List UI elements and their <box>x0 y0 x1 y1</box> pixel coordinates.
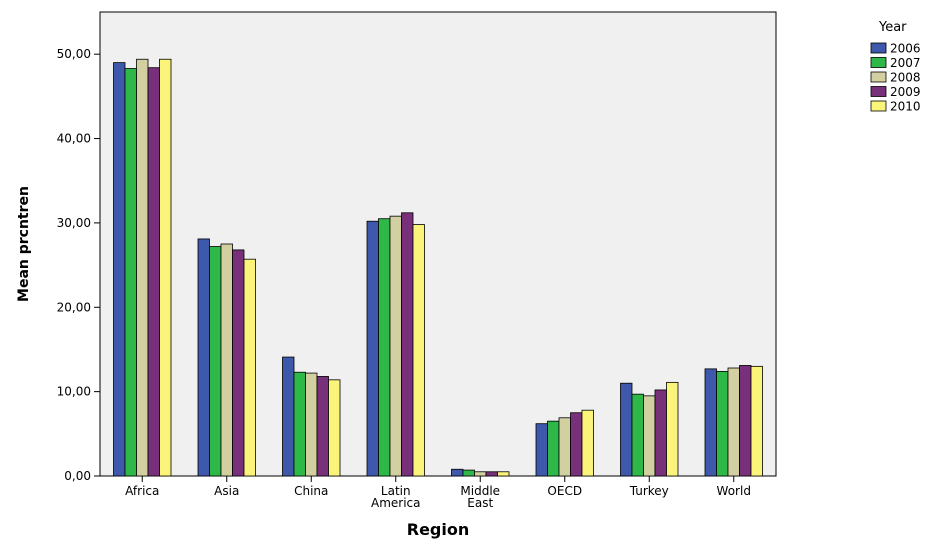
bar-2010 <box>581 409 594 477</box>
bar-2007 <box>462 469 475 477</box>
y-axis: 0,00 10,00 20,00 30,00 40,00 50,00 <box>57 47 100 483</box>
bar-2007 <box>209 246 222 477</box>
y-tick-label: 0,00 <box>64 469 91 483</box>
bar-2008 <box>305 372 318 477</box>
bar-2006 <box>113 62 126 477</box>
y-tick-label: 30,00 <box>57 216 91 230</box>
bar-2009 <box>654 389 667 477</box>
x-tick-label: Africa <box>125 484 159 498</box>
y-tick-label: 50,00 <box>57 47 91 61</box>
bar-2009 <box>316 376 329 477</box>
y-tick-label: 40,00 <box>57 132 91 146</box>
bar-2007 <box>547 420 560 477</box>
bar-2008 <box>220 243 233 477</box>
x-tick-label: China <box>294 484 328 498</box>
y-tick-label: 10,00 <box>57 385 91 399</box>
bar-2006 <box>451 468 464 477</box>
legend-label: 2008 <box>890 71 921 85</box>
bar-2008 <box>643 395 656 477</box>
legend-label: 2009 <box>890 85 921 99</box>
bar-2010 <box>243 258 256 477</box>
x-tick-label: OECD <box>547 484 582 498</box>
bar-2009 <box>147 67 160 477</box>
x-tick-label: Asia <box>214 484 239 498</box>
legend-swatch-2010 <box>870 100 887 112</box>
bar-2008 <box>474 471 487 477</box>
bar-2007 <box>716 370 729 477</box>
x-tick-label: Latin <box>381 484 411 498</box>
bar-2008 <box>558 417 571 477</box>
bar-2006 <box>704 368 717 477</box>
bar-2009 <box>739 365 752 477</box>
legend-swatch-2006 <box>870 42 887 54</box>
bar-2006 <box>620 382 633 477</box>
legend-swatch-2008 <box>870 71 887 83</box>
bar-2006 <box>366 220 379 477</box>
x-tick-label: World <box>717 484 751 498</box>
x-tick-label: East <box>467 496 493 510</box>
bar-2010 <box>412 224 425 477</box>
legend-label: 2006 <box>890 42 921 56</box>
x-tick-label: Middle <box>460 484 500 498</box>
bar-2006 <box>197 238 210 477</box>
bar-2006 <box>282 356 295 477</box>
legend-title: Year <box>878 20 907 35</box>
legend-swatch-2009 <box>870 86 887 97</box>
bar-2009 <box>485 471 498 477</box>
bar-2009 <box>401 212 414 477</box>
bar-2009 <box>232 249 245 477</box>
bar-2010 <box>328 379 341 477</box>
y-axis-title: Mean prcntren <box>16 186 32 302</box>
bar-2010 <box>497 471 510 477</box>
bar-2010 <box>666 381 679 477</box>
legend-label: 2007 <box>890 56 921 70</box>
bar-2010 <box>750 365 763 477</box>
x-tick-label: Turkey <box>629 484 669 498</box>
bar-2007 <box>293 371 306 477</box>
bar-2009 <box>570 412 583 477</box>
bar-2007 <box>631 393 644 477</box>
bar-2007 <box>124 68 137 477</box>
bar-2008 <box>136 58 149 477</box>
x-tick-label: America <box>371 496 421 510</box>
legend-swatch-2007 <box>870 57 887 68</box>
bar-2008 <box>727 367 740 477</box>
legend-label: 2010 <box>890 100 921 114</box>
bar-2007 <box>378 218 391 477</box>
y-tick-label: 20,00 <box>57 300 91 314</box>
bar-2006 <box>535 423 548 477</box>
x-axis-title: Region <box>407 520 470 539</box>
bar-2010 <box>159 58 172 477</box>
bar-2008 <box>389 215 402 477</box>
bars <box>113 58 763 477</box>
